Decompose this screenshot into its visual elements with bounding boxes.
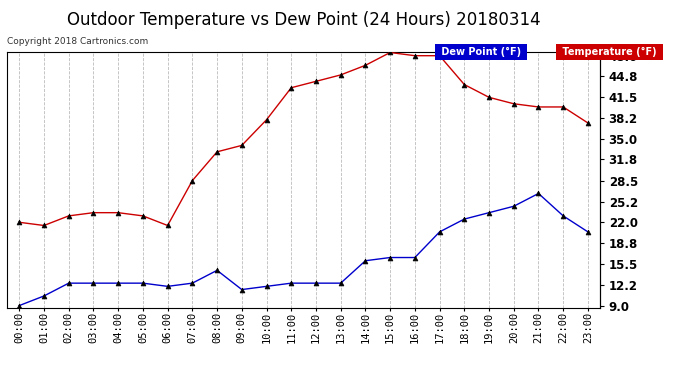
Text: Copyright 2018 Cartronics.com: Copyright 2018 Cartronics.com	[7, 38, 148, 46]
Text: Temperature (°F): Temperature (°F)	[559, 47, 660, 57]
Text: Dew Point (°F): Dew Point (°F)	[438, 47, 524, 57]
Text: Outdoor Temperature vs Dew Point (24 Hours) 20180314: Outdoor Temperature vs Dew Point (24 Hou…	[67, 11, 540, 29]
